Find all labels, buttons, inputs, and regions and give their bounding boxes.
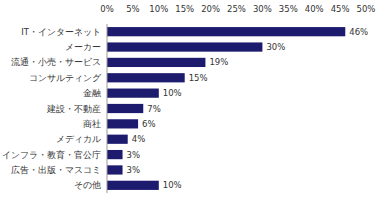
category-label: 建設・不動産 bbox=[46, 104, 101, 114]
data-label: 10% bbox=[163, 180, 182, 190]
data-label: 30% bbox=[266, 42, 285, 52]
data-label: 3% bbox=[127, 150, 141, 160]
tick-label: 10% bbox=[149, 4, 168, 14]
bar bbox=[107, 165, 123, 174]
data-label: 6% bbox=[142, 119, 156, 129]
tick-label: 30% bbox=[253, 4, 272, 14]
category-label: メーカー bbox=[65, 42, 101, 52]
data-label: 10% bbox=[163, 88, 182, 98]
category-label: インフラ・教育・官公庁 bbox=[2, 150, 101, 160]
category-label: IT・インターネット bbox=[21, 27, 101, 37]
category-label: メディカル bbox=[56, 134, 101, 144]
category-label: その他 bbox=[74, 180, 101, 190]
category-label: 商社 bbox=[83, 119, 101, 129]
category-label: 広告・出版・マスコミ bbox=[11, 165, 101, 175]
tick-label: 15% bbox=[175, 4, 194, 14]
tick-label: 45% bbox=[331, 4, 350, 14]
bars bbox=[107, 27, 345, 190]
bar bbox=[107, 135, 128, 144]
bar bbox=[107, 27, 345, 36]
bar bbox=[107, 89, 159, 98]
bar bbox=[107, 73, 185, 82]
bar bbox=[107, 58, 205, 67]
bar bbox=[107, 119, 138, 128]
tick-label: 5% bbox=[126, 4, 140, 14]
tick-label: 0% bbox=[100, 4, 114, 14]
tick-label: 25% bbox=[227, 4, 246, 14]
bar bbox=[107, 42, 262, 51]
axis-line bbox=[107, 24, 108, 193]
chart: 0% 5% 10% 15% 20% 25% 30% 35% 40% 45% 50% IT・インターネッ… bbox=[0, 0, 384, 202]
bar bbox=[107, 181, 159, 190]
tick-label: 20% bbox=[201, 4, 220, 14]
data-label: 46% bbox=[349, 27, 368, 37]
category-label: 金融 bbox=[83, 88, 101, 98]
bar bbox=[107, 104, 143, 113]
tick-label: 50% bbox=[357, 4, 376, 14]
category-label: 流通・小売・サービス bbox=[11, 57, 101, 67]
data-label: 15% bbox=[189, 73, 208, 83]
data-label: 3% bbox=[127, 165, 141, 175]
category-label: コンサルティング bbox=[29, 73, 102, 83]
data-label: 19% bbox=[209, 57, 228, 67]
tick-label: 35% bbox=[279, 4, 298, 14]
data-label: 7% bbox=[147, 104, 161, 114]
bar bbox=[107, 150, 123, 159]
tick-label: 40% bbox=[305, 4, 324, 14]
data-label: 4% bbox=[132, 134, 146, 144]
